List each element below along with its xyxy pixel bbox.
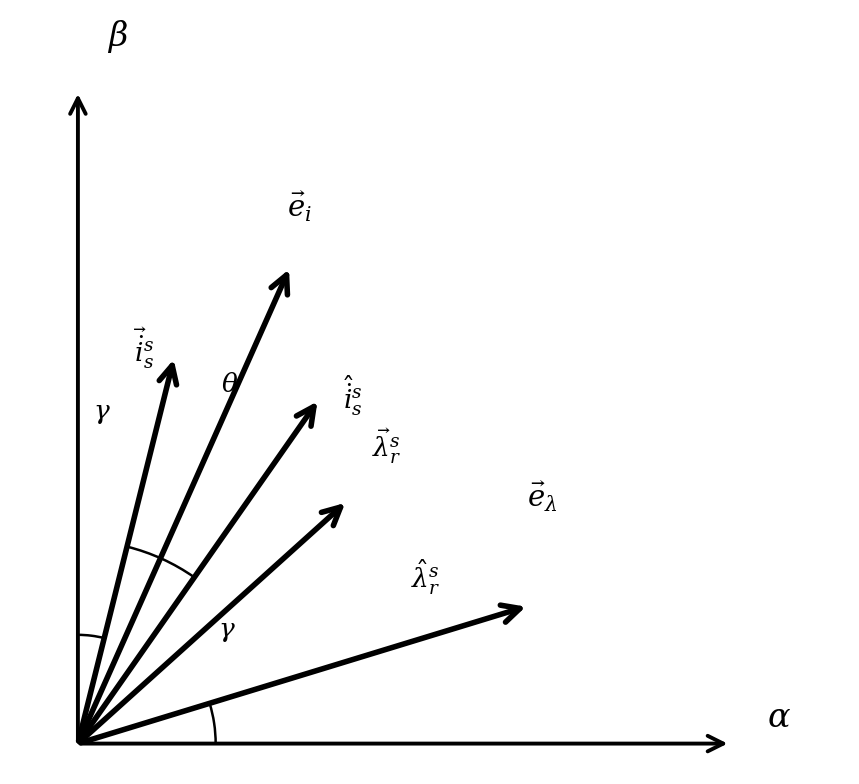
Text: $\gamma$: $\gamma$ [93,401,111,426]
Text: $\hat{\dot{i}}^{s}_s$: $\hat{\dot{i}}^{s}_s$ [343,373,362,418]
Text: $\vec{\dot{i}}^{s}_s$: $\vec{\dot{i}}^{s}_s$ [134,326,154,371]
Text: $\vec{\lambda}^{s}_r$: $\vec{\lambda}^{s}_r$ [371,426,401,466]
Text: $\vec{e}_{\lambda}$: $\vec{e}_{\lambda}$ [527,480,558,514]
Text: $\theta$: $\theta$ [222,372,239,397]
Text: $\vec{e}_i$: $\vec{e}_i$ [287,190,312,224]
Text: $\hat{\lambda}^{s}_r$: $\hat{\lambda}^{s}_r$ [411,557,441,597]
Text: $\beta$: $\beta$ [107,18,128,55]
Text: $\gamma$: $\gamma$ [217,619,235,644]
Text: $\alpha$: $\alpha$ [766,702,790,734]
